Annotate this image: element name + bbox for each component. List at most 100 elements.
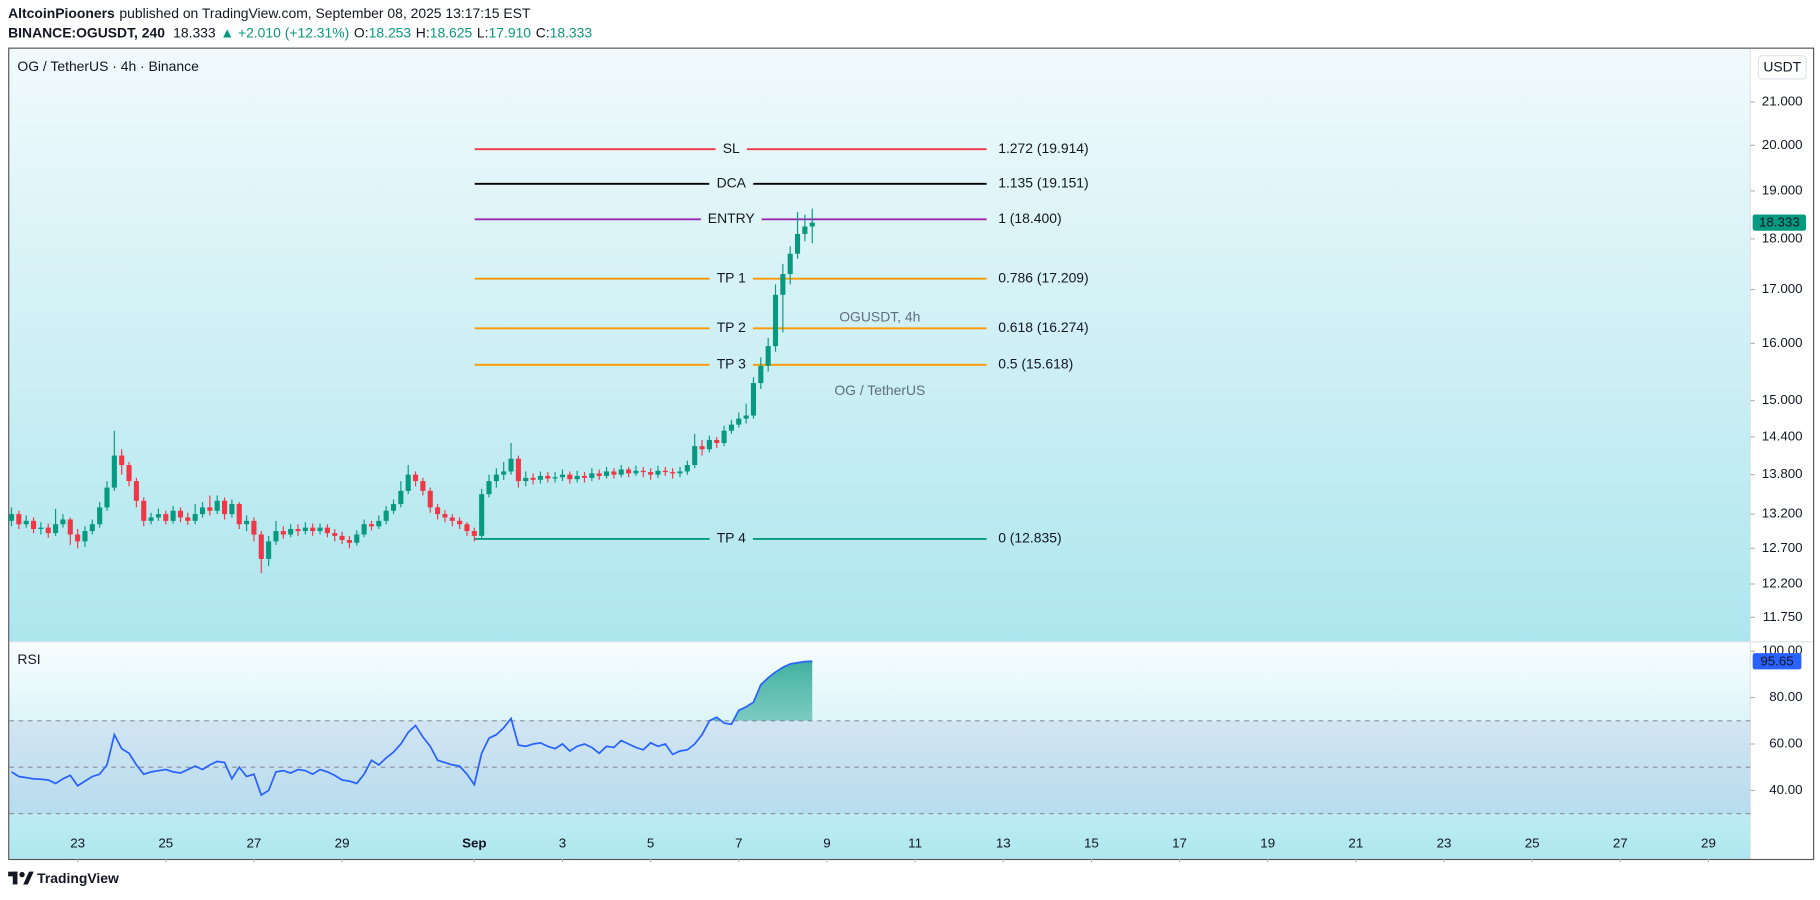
candle-body [611, 471, 617, 475]
candle-body [97, 507, 103, 525]
candle-body [141, 500, 147, 521]
currency: USDT [1763, 59, 1801, 75]
candle-body [170, 510, 176, 521]
candle-body [589, 473, 595, 478]
candle-body [405, 474, 411, 491]
x-tick-label: 27 [1613, 835, 1628, 850]
level-label: 0.618 (16.274) [998, 319, 1088, 335]
candle-body [809, 222, 815, 227]
rsi-title: RSI [17, 651, 40, 667]
rsi-line [11, 660, 813, 797]
candle-body [552, 477, 558, 479]
y-tick-label: 12.700 [1762, 540, 1803, 555]
ohlc-value: 18.333 [550, 24, 593, 40]
x-tick-label: 29 [1701, 835, 1716, 850]
level-name: TP 2 [717, 319, 746, 335]
ohlc-value: 18.253 [369, 24, 412, 40]
candle-body [199, 507, 206, 515]
candle-body [684, 465, 690, 472]
candle-body [493, 474, 499, 482]
published: published on TradingView.com, September … [119, 5, 531, 21]
x-tick-label: 27 [247, 835, 262, 850]
x-tick-label: 5 [647, 835, 654, 850]
candle-body [192, 514, 198, 521]
candle-body [699, 446, 705, 450]
candle-body [457, 520, 463, 525]
author: AltcoinPiooners [8, 5, 115, 21]
watermark-sub: OG / TetherUS [834, 382, 925, 398]
candle-body [126, 465, 132, 482]
candle-body [148, 517, 154, 521]
x-tick-label: 7 [735, 835, 742, 850]
candle-body [603, 471, 610, 476]
candle-body [133, 481, 139, 501]
candle-body [648, 472, 654, 475]
currency-box[interactable] [1757, 55, 1807, 80]
candle-body [640, 470, 646, 473]
symbol-line: BINANCE:OGUSDT, 240 18.333 ▲ +2.010 (+12.3… [8, 24, 592, 40]
price-tag [1752, 214, 1807, 231]
candle-body [310, 527, 316, 532]
candle-body [236, 504, 242, 525]
rsi-y-tick-label: 60.00 [1769, 736, 1802, 751]
candle-body [82, 531, 88, 542]
x-tick-label: 21 [1348, 835, 1363, 850]
candle-body [266, 541, 272, 559]
level-name: SL [723, 140, 740, 156]
frame [8, 47, 1815, 861]
candle-body [508, 458, 514, 472]
level-name: DCA [717, 175, 747, 191]
candle-body [545, 475, 551, 479]
x-tick-label: Sep [462, 835, 486, 850]
brand-logo [8, 871, 34, 885]
x-tick-label: 9 [823, 835, 830, 850]
level-label: 1.135 (19.151) [998, 175, 1088, 191]
y-tick-label: 12.200 [1762, 576, 1803, 591]
candle-body [324, 527, 330, 534]
candle-body [662, 470, 668, 473]
candle-body [794, 233, 801, 254]
candle-body [89, 524, 95, 532]
level-label: 0 (12.835) [998, 530, 1061, 546]
candle-body [60, 519, 66, 525]
candle-body [67, 519, 73, 535]
candle-body [523, 477, 529, 482]
candle-body [772, 294, 779, 347]
ohlc-key: H: [416, 24, 430, 40]
y-tick-label: 17.000 [1762, 281, 1803, 296]
candle-body [288, 529, 294, 535]
candle-body [750, 383, 757, 416]
candle-body [38, 527, 44, 530]
level-label: 1.272 (19.914) [998, 140, 1088, 156]
x-tick-label: 11 [908, 835, 922, 850]
candle-body [258, 534, 264, 559]
candle-body [780, 274, 786, 295]
candle-body [368, 524, 375, 527]
candle-body [692, 446, 698, 466]
candle-body [280, 531, 286, 535]
candle-body [104, 487, 110, 508]
candle-body [8, 514, 15, 521]
candle-body [273, 531, 279, 542]
y-tick-label: 11.750 [1763, 609, 1803, 624]
candle-body [515, 458, 521, 482]
candle-body [354, 534, 360, 543]
candle-body [633, 470, 639, 474]
y-tick-label: 21.000 [1762, 94, 1803, 109]
x-tick-label: 25 [1525, 835, 1540, 850]
candle-body [596, 473, 602, 476]
candle-body [75, 534, 81, 542]
ohlc-value: 18.625 [430, 24, 473, 40]
watermark: OGUSDT, 4h [839, 309, 920, 325]
candle-body [185, 517, 191, 521]
rsi-tag [1752, 653, 1802, 670]
candle-body [787, 253, 793, 275]
candle-body [626, 469, 632, 474]
candle-body [758, 365, 764, 384]
candle-body [412, 474, 419, 482]
candle-body [23, 520, 29, 525]
level-label: 0.786 (17.209) [998, 269, 1088, 285]
candle-body [383, 510, 389, 521]
candle-body [574, 475, 580, 480]
